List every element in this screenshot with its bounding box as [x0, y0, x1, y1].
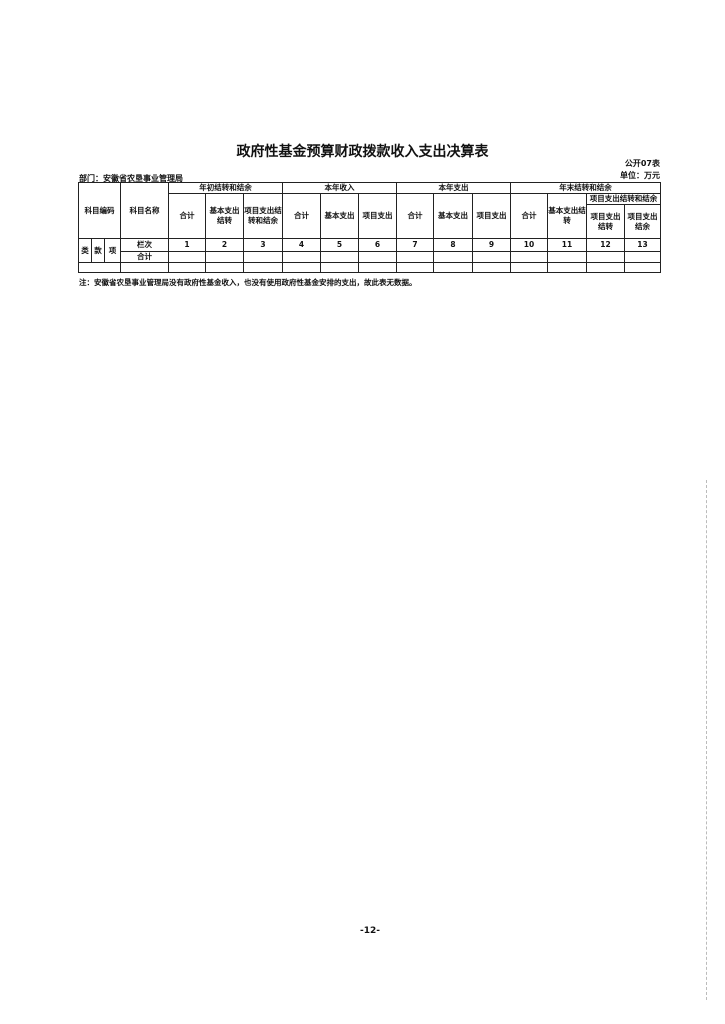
table-row-empty	[78, 262, 661, 273]
column-number: 2	[205, 238, 244, 252]
header-kuan: 款	[91, 238, 105, 263]
header-project: 项目支出	[472, 193, 511, 239]
header-total: 合计	[282, 193, 321, 239]
table-row-total: 合计	[79, 251, 661, 263]
header-project-carry-balance: 项目支出结转和结余	[243, 193, 283, 239]
column-number: 13	[624, 238, 661, 252]
table-note: 注：安徽省农垦事业管理局没有政府性基金收入，也没有使用政府性基金安排的支出，故此…	[79, 278, 417, 287]
header-lei: 类	[78, 238, 92, 263]
column-number: 10	[510, 238, 548, 252]
column-number: 8	[433, 238, 473, 252]
table-code: 公开07表	[624, 159, 660, 168]
header-total: 合计	[168, 193, 206, 239]
header-begin-group: 年初结转和结余	[168, 182, 283, 194]
header-project-balance: 项目支出结余	[624, 204, 661, 239]
header-subject-code: 科目编码	[78, 182, 121, 239]
header-basic: 基本支出	[320, 193, 359, 239]
column-number: 11	[547, 238, 587, 252]
header-basic: 基本支出	[433, 193, 473, 239]
header-income-group: 本年收入	[282, 182, 397, 194]
column-number: 5	[320, 238, 359, 252]
header-basic-carry: 基本支出结转	[547, 193, 587, 239]
sum-row-label: 合计	[120, 251, 169, 263]
page-number: -12-	[360, 926, 380, 936]
header-basic-carry: 基本支出结转	[205, 193, 244, 239]
column-number: 7	[396, 238, 434, 252]
scan-edge-line	[706, 480, 707, 1000]
column-number: 12	[586, 238, 625, 252]
column-no-label: 栏次	[120, 238, 169, 252]
unit-label: 单位：万元	[620, 171, 660, 180]
header-total: 合计	[510, 193, 548, 239]
column-number: 1	[168, 238, 206, 252]
column-number: 9	[472, 238, 511, 252]
column-number: 6	[358, 238, 397, 252]
header-end-project-group: 项目支出结转和结余	[586, 193, 661, 205]
budget-table: 科目编码 科目名称 年初结转和结余 本年收入 本年支出 年末结转和结余 合计 基…	[78, 182, 661, 273]
header-total: 合计	[396, 193, 434, 239]
column-number: 3	[243, 238, 283, 252]
header-xiang: 项	[104, 238, 121, 263]
header-project-carry: 项目支出结转	[586, 204, 625, 239]
column-number: 4	[282, 238, 321, 252]
page-title: 政府性基金预算财政拨款收入支出决算表	[236, 144, 489, 160]
header-expense-group: 本年支出	[396, 182, 511, 194]
header-project: 项目支出	[358, 193, 397, 239]
department-label: 部门：安徽省农垦事业管理局	[79, 174, 183, 183]
header-end-group: 年末结转和结余	[510, 182, 661, 194]
header-subject-name: 科目名称	[120, 182, 169, 239]
